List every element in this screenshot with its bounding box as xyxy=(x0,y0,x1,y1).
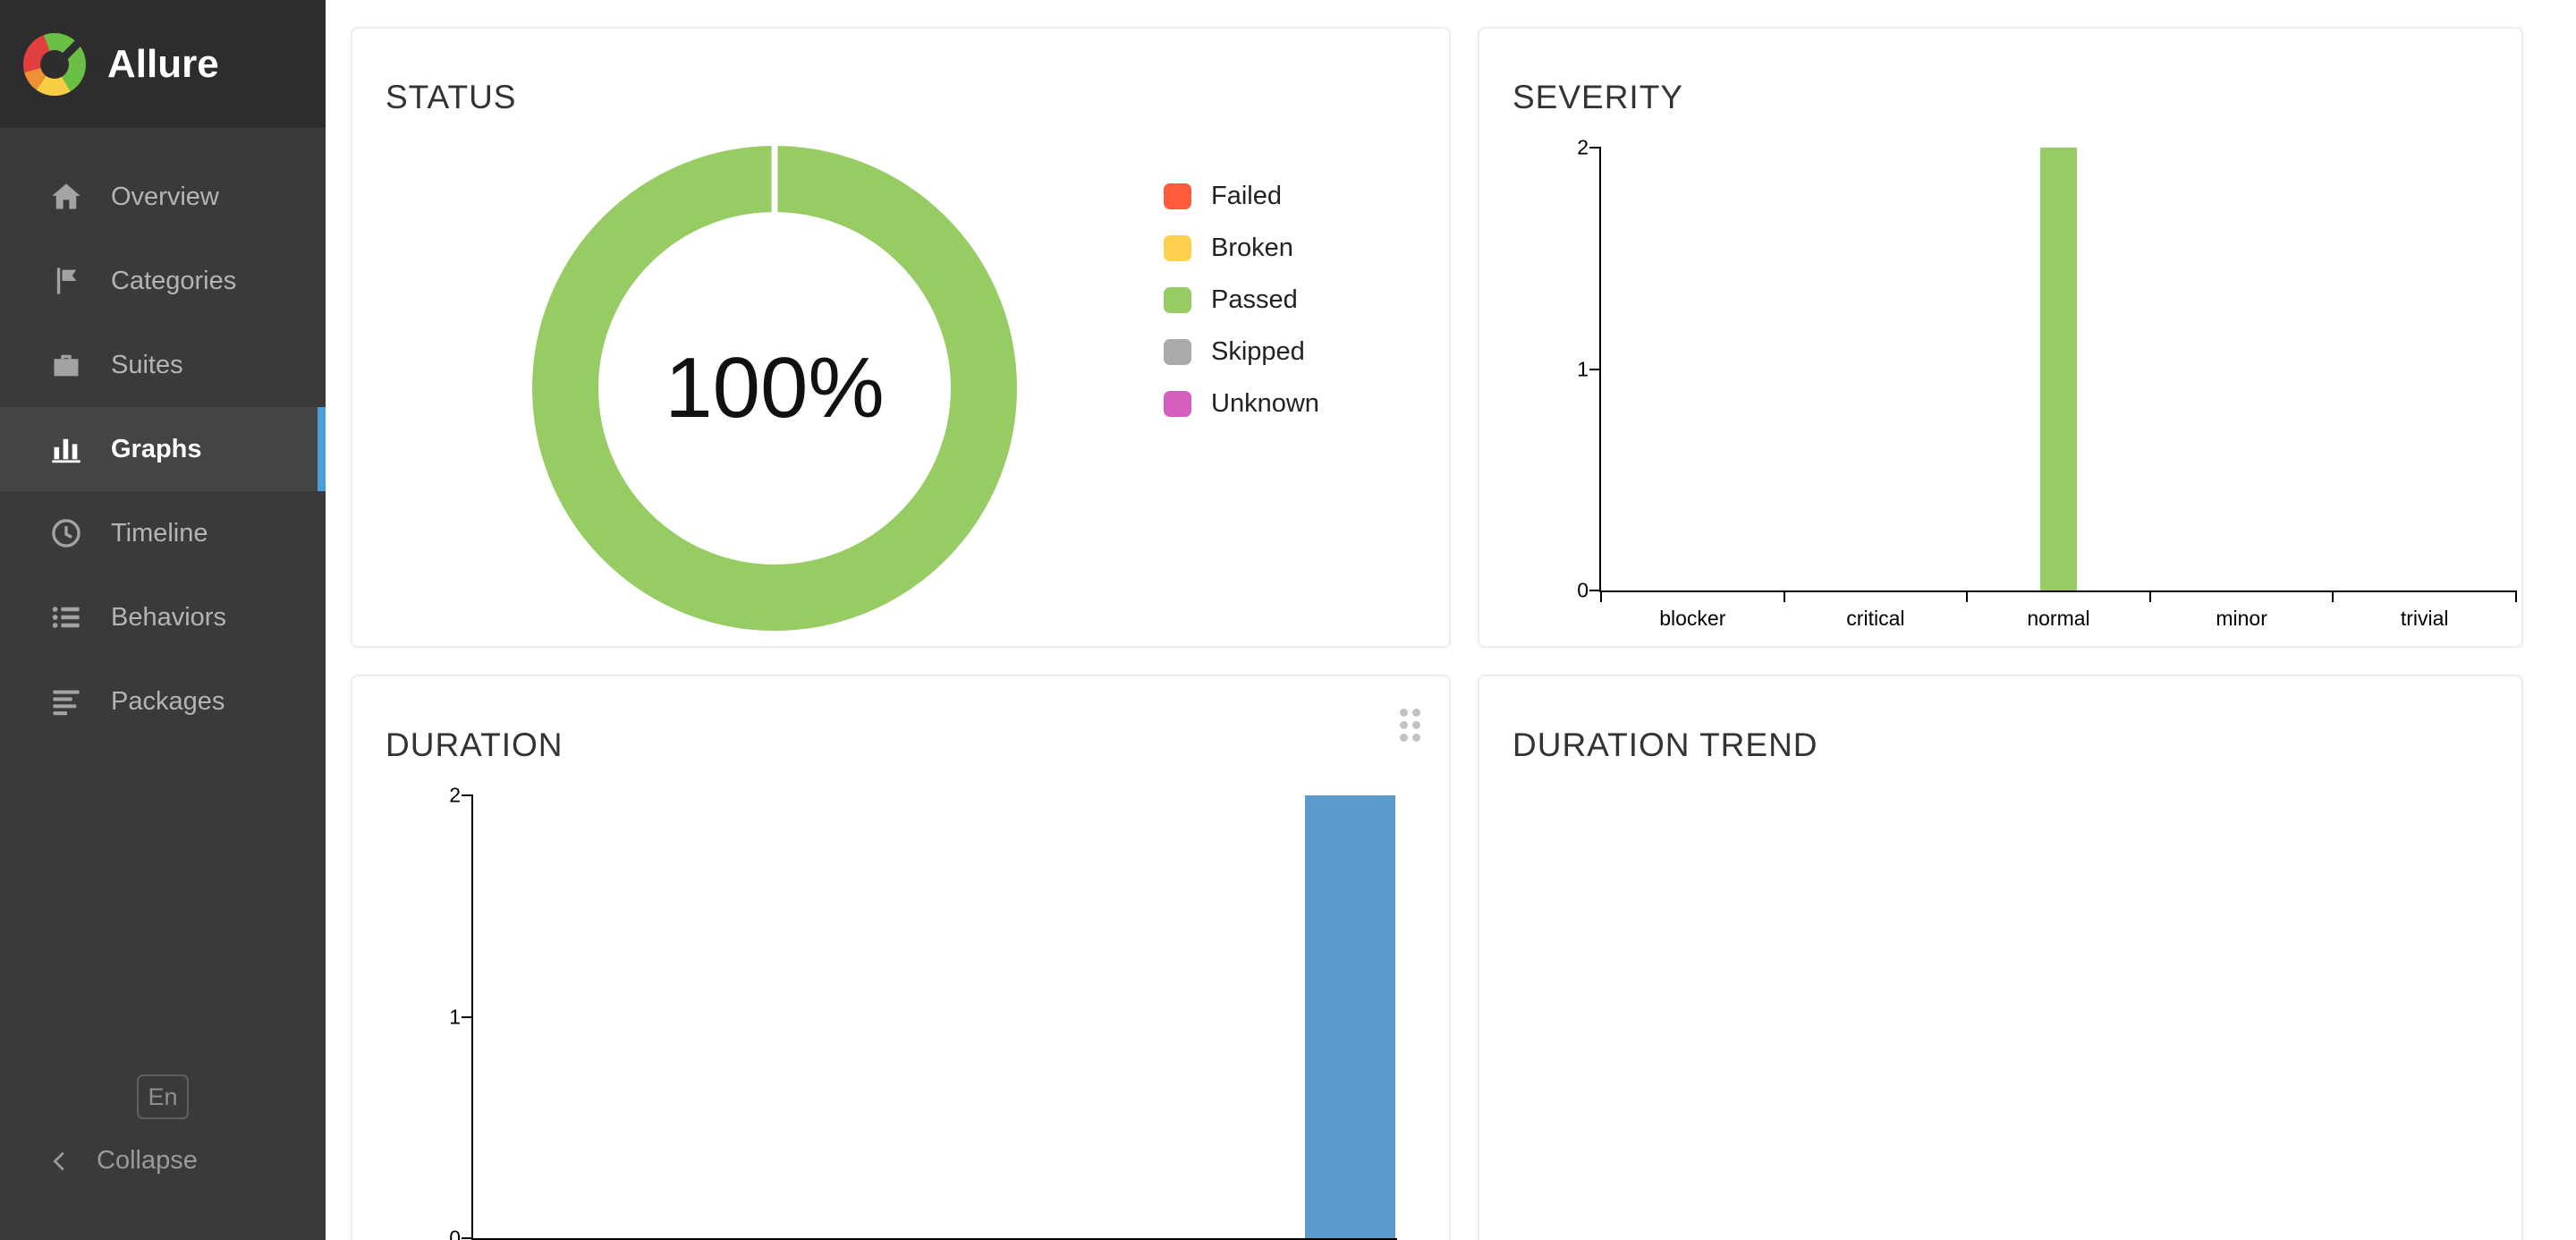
legend-label: Unknown xyxy=(1211,388,1319,418)
duration-card: DURATION 0 1 2 xyxy=(351,675,1451,1240)
x-axis-tick xyxy=(472,1238,474,1240)
x-axis-tick xyxy=(2148,590,2151,602)
sidebar-item-graphs[interactable]: Graphs xyxy=(0,407,326,491)
legend-item-unknown[interactable]: Unknown xyxy=(1164,378,1319,429)
briefcase-icon xyxy=(50,349,82,381)
duration-bar-chart: 0 1 2 xyxy=(449,785,1397,1240)
broken-swatch-icon xyxy=(1164,234,1191,261)
sidebar-item-packages[interactable]: Packages xyxy=(0,659,326,743)
x-axis-category-label: trivial xyxy=(2400,607,2449,630)
severity-card-title: SEVERITY xyxy=(1513,79,1683,115)
chevron-left-icon xyxy=(47,1148,73,1175)
align-left-icon xyxy=(50,685,82,718)
x-axis-tick xyxy=(564,1238,567,1240)
sidebar-item-label: Overview xyxy=(111,182,219,211)
x-axis-category-label: critical xyxy=(1846,607,1905,630)
y-axis-tick xyxy=(462,1237,473,1239)
duration-card-title: DURATION xyxy=(386,726,564,763)
sidebar-spacer xyxy=(0,743,326,1074)
sidebar-item-label: Timeline xyxy=(111,518,208,548)
main-content: STATUS 100% Failed Broken Passed xyxy=(326,0,2576,1240)
legend-label: Broken xyxy=(1211,233,1293,262)
status-donut xyxy=(532,146,1017,631)
legend-item-passed[interactable]: Passed xyxy=(1164,274,1319,326)
x-axis-tick xyxy=(1783,590,1785,602)
sidebar-item-timeline[interactable]: Timeline xyxy=(0,491,326,575)
y-axis-tick-label: 1 xyxy=(1577,357,1589,380)
legend-label: Failed xyxy=(1211,181,1282,210)
y-axis-tick xyxy=(462,794,473,796)
severity-bar-chart: 0 1 2 blocker critical normal minor trivial xyxy=(1577,137,2517,630)
language-button[interactable]: En xyxy=(137,1074,189,1119)
x-axis-tick xyxy=(2332,590,2334,602)
y-axis-tick xyxy=(1589,147,1601,149)
sidebar-item-label: Behaviors xyxy=(111,602,226,632)
status-percentage: 100% xyxy=(665,340,885,436)
sidebar: Allure Overview Categories Suites Graphs xyxy=(0,0,326,1240)
status-legend: Failed Broken Passed Skipped Unknown xyxy=(1164,170,1319,429)
duration-trend-card-title: DURATION TREND xyxy=(1513,726,1818,763)
drag-handle-icon[interactable] xyxy=(1400,709,1420,742)
sidebar-nav: Overview Categories Suites Graphs Tim xyxy=(0,155,326,743)
skipped-swatch-icon xyxy=(1164,338,1191,365)
list-icon xyxy=(50,601,82,633)
x-axis-tick xyxy=(1118,1238,1121,1240)
legend-item-skipped[interactable]: Skipped xyxy=(1164,326,1319,378)
sidebar-item-label: Suites xyxy=(111,350,183,379)
collapse-button[interactable]: Collapse xyxy=(0,1146,326,1176)
x-axis-tick xyxy=(1302,1238,1305,1240)
severity-card: SEVERITY 0 1 2 blocker critical normal minor tr… xyxy=(1478,27,2523,648)
duration-trend-card: DURATION TREND xyxy=(1478,675,2523,1240)
chart-bar xyxy=(2040,148,2077,590)
sidebar-item-label: Packages xyxy=(111,686,225,716)
sidebar-item-label: Graphs xyxy=(111,434,202,463)
y-axis-tick-label: 1 xyxy=(449,1005,461,1028)
sidebar-item-overview[interactable]: Overview xyxy=(0,155,326,239)
x-axis-category-label: minor xyxy=(2216,607,2267,630)
brand-name: Allure xyxy=(107,41,219,86)
legend-item-failed[interactable]: Failed xyxy=(1164,170,1319,222)
bar-chart-icon xyxy=(50,433,82,465)
sidebar-item-label: Categories xyxy=(111,266,237,295)
x-axis-category-label: normal xyxy=(2027,607,2090,630)
y-axis-tick xyxy=(1589,590,1601,591)
failed-swatch-icon xyxy=(1164,183,1191,209)
allure-logo-icon xyxy=(23,32,86,96)
y-axis-tick-label: 0 xyxy=(1577,578,1589,602)
clock-icon xyxy=(50,517,82,549)
sidebar-item-suites[interactable]: Suites xyxy=(0,323,326,407)
y-axis-tick xyxy=(1589,368,1601,370)
y-axis-tick-label: 2 xyxy=(449,783,461,807)
x-axis-tick xyxy=(1026,1238,1029,1240)
passed-swatch-icon xyxy=(1164,286,1191,313)
x-axis-tick xyxy=(1966,590,1969,602)
active-indicator xyxy=(318,407,326,491)
y-axis-tick-label: 2 xyxy=(1577,135,1589,159)
home-icon xyxy=(50,181,82,213)
y-axis-tick xyxy=(462,1015,473,1018)
legend-item-broken[interactable]: Broken xyxy=(1164,222,1319,274)
status-card-title: STATUS xyxy=(386,79,517,115)
sidebar-item-behaviors[interactable]: Behaviors xyxy=(0,575,326,659)
collapse-label: Collapse xyxy=(97,1146,198,1175)
legend-label: Skipped xyxy=(1211,336,1305,366)
brand: Allure xyxy=(0,0,326,128)
legend-label: Passed xyxy=(1211,285,1298,314)
x-axis-tick xyxy=(749,1238,751,1240)
x-axis-tick xyxy=(1210,1238,1213,1240)
y-axis-tick-label: 0 xyxy=(449,1226,461,1240)
x-axis-category-label: blocker xyxy=(1659,607,1726,630)
x-axis-tick xyxy=(1600,590,1602,602)
sidebar-item-categories[interactable]: Categories xyxy=(0,239,326,323)
flag-icon xyxy=(50,265,82,297)
unknown-swatch-icon xyxy=(1164,390,1191,417)
x-axis-tick xyxy=(841,1238,843,1240)
status-card: STATUS 100% Failed Broken Passed xyxy=(351,27,1451,648)
x-axis-tick xyxy=(657,1238,659,1240)
status-donut-chart: 100% xyxy=(532,146,1017,631)
x-axis-tick xyxy=(1395,1238,1397,1240)
x-axis-tick xyxy=(934,1238,936,1240)
x-axis-tick xyxy=(2515,590,2517,602)
chart-bar xyxy=(1304,795,1395,1238)
